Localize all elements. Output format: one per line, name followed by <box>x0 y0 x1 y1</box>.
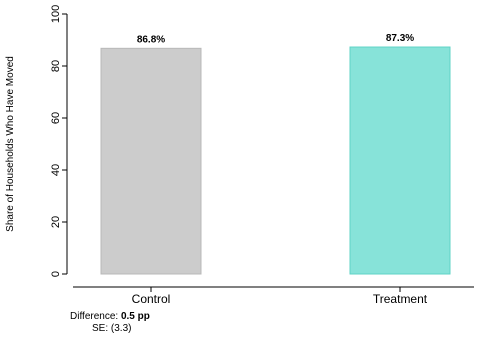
se-label: SE: <box>92 323 109 334</box>
y-axis-title: Share of Households Who Have Moved <box>5 56 16 232</box>
difference-label: Difference: <box>70 311 119 322</box>
bars: 86.8% 87.3% <box>100 33 451 275</box>
data-label-treatment: 87.3% <box>386 33 414 44</box>
bar-control <box>100 47 202 275</box>
y-tick-label: 100 <box>50 5 62 23</box>
se-value: (3.3) <box>110 323 132 334</box>
y-axis: 0 20 40 60 80 100 <box>50 5 68 277</box>
data-label-control: 86.8% <box>137 34 165 45</box>
difference-note: Difference: 0.5 pp <box>70 311 150 322</box>
y-tick-label: 20 <box>50 216 62 228</box>
se-note: SE: (3.3) <box>92 323 131 334</box>
y-tick-label: 40 <box>50 164 62 176</box>
x-tick-label: Control <box>132 292 171 306</box>
y-tick-label: 60 <box>50 112 62 124</box>
y-tick-label: 80 <box>50 60 62 72</box>
x-axis: Control Treatment <box>73 286 474 306</box>
difference-value: 0.5 pp <box>120 311 150 322</box>
bar-treatment <box>349 46 451 275</box>
x-tick-label: Treatment <box>373 292 428 306</box>
y-tick-label: 0 <box>50 271 62 277</box>
